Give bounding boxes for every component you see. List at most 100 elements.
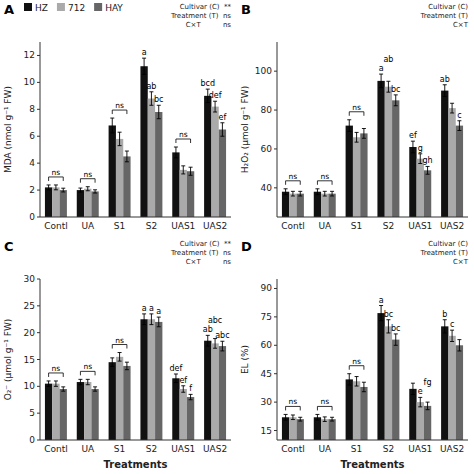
x-tick-label: UA (318, 221, 332, 231)
x-tick-label: Contl (44, 444, 68, 454)
y-axis-label: EL (%) (240, 345, 250, 374)
bracket (286, 181, 301, 185)
figure: 024681012ContlUAS1S2UAS1UAS2MDA (nmol g⁻… (0, 0, 474, 474)
y-tick-label: 90 (261, 283, 273, 293)
y-tick (274, 316, 277, 317)
bar (441, 91, 448, 217)
bar (148, 319, 155, 440)
legend: HZ712HAY (24, 3, 123, 13)
bar (353, 137, 360, 217)
error-bar (411, 141, 415, 153)
x-tick-label: S2 (383, 221, 394, 231)
bar (392, 100, 399, 217)
letter-label: abc (208, 316, 222, 325)
error-bar (47, 381, 51, 386)
x-tick-label: S1 (351, 444, 362, 454)
x-tick-label: UAS1 (408, 444, 432, 454)
letter-label: ef (179, 376, 187, 385)
error-bar (189, 394, 193, 399)
bar (123, 366, 130, 440)
bar (148, 99, 155, 217)
y-tick (274, 345, 277, 346)
y-tick-label: 30 (261, 397, 273, 407)
y-tick-label: 8 (29, 104, 35, 114)
bar (77, 190, 84, 217)
y-tick-label: 6 (29, 131, 35, 141)
x-axis-label: Treatments (340, 459, 404, 470)
error-bar (355, 377, 359, 386)
bar (219, 346, 226, 440)
bar (77, 382, 84, 440)
bracket (49, 177, 64, 181)
bars (282, 306, 463, 440)
error-bar (411, 383, 415, 394)
stats-text: C×T (453, 258, 469, 266)
bar (155, 322, 162, 440)
y-tick-label: 40 (261, 183, 273, 193)
y-tick (37, 332, 40, 333)
x-tick-label: S2 (146, 221, 157, 231)
bracket (349, 112, 364, 116)
error-bar (181, 166, 185, 174)
stats-text: C×T (453, 21, 469, 29)
x-axis-line (40, 217, 231, 218)
x-tick-label: UAS2 (440, 444, 464, 454)
bar (424, 406, 431, 440)
error-bar (213, 101, 217, 112)
stats-text: Cultivar (C) ** (180, 3, 232, 11)
bars (282, 74, 463, 217)
error-bar (443, 85, 447, 97)
bar (204, 341, 211, 440)
letter-label: c (450, 320, 454, 329)
error-bar (386, 81, 390, 92)
error-bar (315, 189, 319, 195)
letter-label: bc (391, 324, 400, 333)
stats-text: Treatment (T) (419, 12, 468, 20)
letter-label: b (442, 310, 447, 319)
y-tick-label: 0 (29, 435, 35, 445)
x-tick-label: UAS1 (171, 444, 195, 454)
legend-label: 712 (68, 3, 85, 13)
x-tick-label: Contl (281, 444, 305, 454)
y-tick-label: 15 (261, 426, 272, 436)
bar (204, 96, 211, 217)
y-tick-label: 2 (29, 185, 35, 195)
x-tick-label: Contl (281, 221, 305, 231)
error-bar (443, 320, 447, 333)
bar (346, 379, 353, 440)
x-axis-line (277, 440, 468, 441)
bar (424, 170, 431, 217)
bracket (317, 181, 332, 185)
x-tick-label: UAS1 (408, 221, 432, 231)
bracket-label: ns (52, 364, 61, 373)
bracket-label: ns (352, 103, 361, 112)
error-bar (426, 402, 430, 410)
y-tick-label: 15 (24, 355, 35, 365)
error-bar (284, 414, 288, 420)
bar (52, 384, 59, 440)
y-tick (37, 279, 40, 280)
panel: 406080100ContlUAS1S2UAS1UAS2H₂O₂ (μmol g… (240, 2, 469, 266)
stats-text: Treatment (T) ns (170, 12, 231, 20)
y-tick (274, 187, 277, 188)
error-bar (457, 340, 461, 351)
bracket-label: ns (115, 336, 124, 345)
bar (187, 397, 194, 440)
x-axis-line (40, 440, 231, 441)
bracket (49, 373, 64, 377)
bracket-label: ns (320, 397, 329, 406)
bar (52, 187, 59, 217)
error-bar (379, 74, 383, 88)
stats-text: C×T ns (186, 258, 232, 266)
letter-label: a (379, 296, 384, 305)
letter-label: a (142, 304, 147, 313)
x-tick-label: S1 (114, 221, 125, 231)
bar (409, 147, 416, 217)
bracket-label: ns (289, 172, 298, 181)
error-bar (142, 314, 146, 325)
bar (456, 345, 463, 440)
bar (211, 343, 218, 440)
error-bar (149, 314, 153, 325)
error-bar (386, 320, 390, 333)
letter-label: a (379, 64, 384, 73)
